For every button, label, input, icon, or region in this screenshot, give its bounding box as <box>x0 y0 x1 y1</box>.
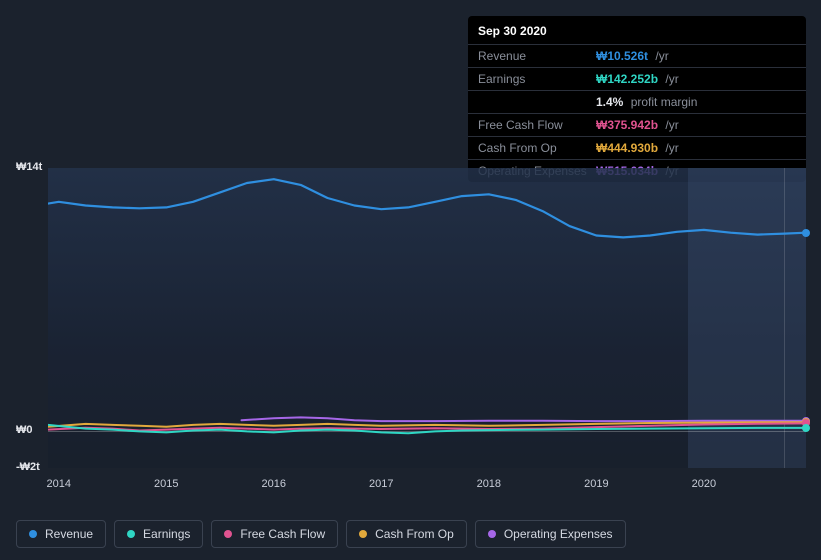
legend-item[interactable]: Revenue <box>16 520 106 548</box>
y-axis-label: ₩0 <box>16 424 33 436</box>
legend-item[interactable]: Operating Expenses <box>475 520 626 548</box>
x-axis-label: 2014 <box>47 478 71 490</box>
x-axis-label: 2018 <box>477 478 501 490</box>
series-line <box>48 179 806 237</box>
series-end-dot <box>802 229 810 237</box>
tooltip-row: 1.4% profit margin <box>468 90 806 113</box>
chart-legend: Revenue Earnings Free Cash Flow Cash From O… <box>16 520 626 548</box>
tooltip-row-unit: /yr <box>652 49 669 63</box>
x-axis-label: 2016 <box>262 478 286 490</box>
financials-chart: ₩14t ₩0 -₩2t 2014 2015 2016 2017 2018 2019 2020 <box>16 156 806 506</box>
series-line <box>242 417 807 421</box>
x-axis-label: 2019 <box>584 478 608 490</box>
chart-lines <box>48 168 806 468</box>
tooltip-row-value: ₩142.252b /yr <box>596 72 679 86</box>
tooltip-row-label: Revenue <box>478 49 596 63</box>
tooltip-row: Earnings₩142.252b /yr <box>468 67 806 90</box>
legend-swatch <box>127 530 135 538</box>
tooltip-row-value: ₩444.930b /yr <box>596 141 679 155</box>
legend-swatch <box>488 530 496 538</box>
legend-label: Free Cash Flow <box>240 527 325 541</box>
legend-label: Operating Expenses <box>504 527 613 541</box>
tooltip-row-unit: /yr <box>662 141 679 155</box>
legend-item[interactable]: Cash From Op <box>346 520 467 548</box>
tooltip-row-label: Free Cash Flow <box>478 118 596 132</box>
legend-swatch <box>29 530 37 538</box>
legend-item[interactable]: Free Cash Flow <box>211 520 338 548</box>
tooltip-row-unit: /yr <box>662 72 679 86</box>
legend-swatch <box>224 530 232 538</box>
tooltip-row-value: ₩10.526t /yr <box>596 49 669 63</box>
tooltip-row-label: Earnings <box>478 72 596 86</box>
legend-swatch <box>359 530 367 538</box>
y-axis-label: ₩14t <box>16 161 42 173</box>
tooltip-row: Free Cash Flow₩375.942b /yr <box>468 113 806 136</box>
legend-label: Cash From Op <box>375 527 454 541</box>
x-axis-label: 2015 <box>154 478 178 490</box>
legend-label: Revenue <box>45 527 93 541</box>
tooltip-row-value: 1.4% profit margin <box>596 95 697 109</box>
tooltip-row-label <box>478 95 596 109</box>
y-axis-label: -₩2t <box>16 461 40 473</box>
legend-label: Earnings <box>143 527 190 541</box>
chart-plot-area[interactable] <box>48 168 806 468</box>
tooltip-row-unit: profit margin <box>627 95 697 109</box>
tooltip-row-unit: /yr <box>662 118 679 132</box>
x-axis-label: 2020 <box>692 478 716 490</box>
tooltip-row-label: Cash From Op <box>478 141 596 155</box>
x-axis-label: 2017 <box>369 478 393 490</box>
legend-item[interactable]: Earnings <box>114 520 203 548</box>
series-end-dot <box>802 424 810 432</box>
tooltip-date: Sep 30 2020 <box>468 16 806 44</box>
tooltip-row: Revenue₩10.526t /yr <box>468 44 806 67</box>
tooltip-row-value: ₩375.942b /yr <box>596 118 679 132</box>
x-axis: 2014 2015 2016 2017 2018 2019 2020 <box>48 478 806 498</box>
